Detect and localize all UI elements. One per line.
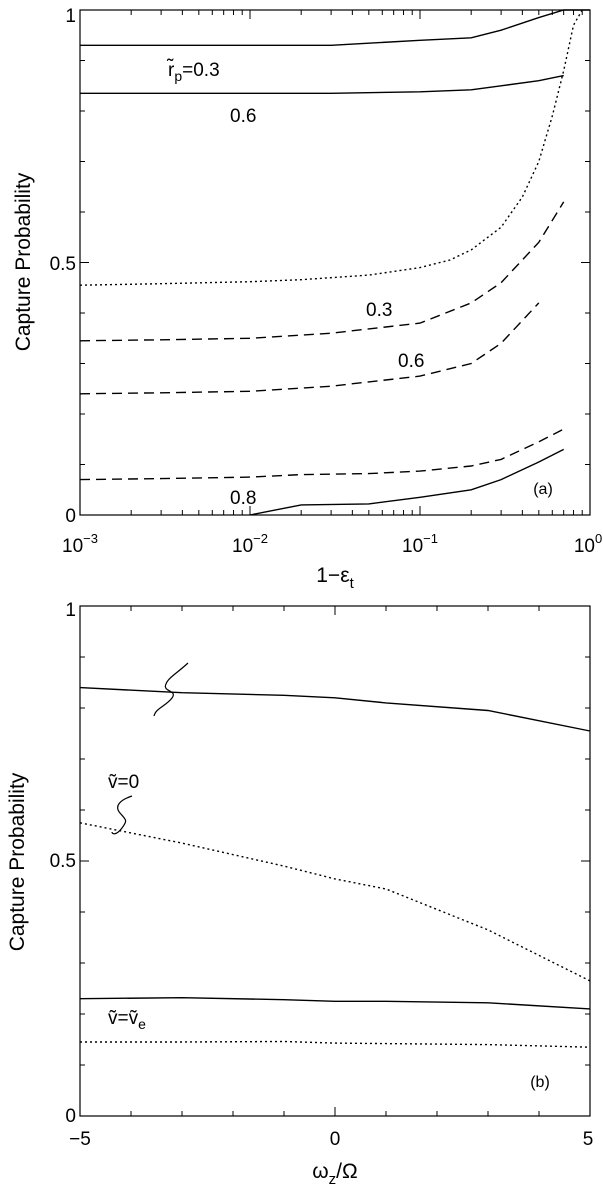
series-line-solid [79,996,591,1010]
y-tick-label: 0.5 [50,254,76,275]
x-tick-label: 5 [583,1129,594,1150]
y-tick-label: 1 [65,6,76,27]
y-axis-label-a: Capture Probability [12,172,35,351]
series-line-dashed [79,302,540,395]
tick-marks-a [79,9,591,516]
series-line-dotted [80,1040,591,1048]
tick-marks-b [79,605,591,1117]
y-tick-label: 1 [65,600,76,621]
series-line-solid [80,74,564,95]
y-tick-label: 0 [65,506,76,527]
series-group-a [79,9,590,516]
annotation-rp: r̃p=0.3 [166,58,219,84]
series-line-solid [80,9,590,46]
y-axis-label-b: Capture Probability [6,772,29,951]
x-tick-label: 10−3 [62,531,98,557]
annotation-label: 0.3 [366,300,392,321]
panel-tag-a: (a) [533,481,553,498]
series-line-dotted [79,9,583,286]
series-line-solid [79,686,591,732]
annotation-label: 0.8 [230,488,256,509]
x-tick-label: −5 [69,1129,91,1150]
series-line-solid [249,448,565,516]
x-tick-label: 100 [574,531,602,557]
x-tick-label: 10−1 [402,531,438,557]
annotation-label: 0.6 [230,106,256,127]
y-tick-label: 0 [65,1106,76,1127]
panel-a: 0 0.5 1 10−3 10−2 10−1 100 1−εt Capture … [12,6,602,592]
x-axis-label-b: ωz/Ω [312,1160,357,1188]
annotation-label: 0.6 [398,351,424,372]
leader-line-upper [153,662,189,717]
panel-tag-b: (b) [530,1074,550,1091]
panel-b: 0 0.5 1 −5 0 5 ωz/Ω Capture Probability … [6,600,593,1188]
leader-line-lower [111,795,133,835]
series-group-b [79,686,591,1048]
plot-frame-a [79,9,591,516]
x-axis-label-a: 1−εt [316,564,354,592]
annotation-v0: ṽ=0 [108,772,139,793]
series-line-dashed [79,428,565,481]
annotation-ve: ṽ=ṽe [108,1008,146,1032]
x-tick-label: 10−2 [232,531,268,557]
y-tick-label: 0.5 [50,851,76,872]
series-line-dotted [79,822,591,982]
plot-frame-b [79,605,591,1117]
x-tick-label: 0 [330,1129,341,1150]
series-line-dashed [79,201,565,342]
